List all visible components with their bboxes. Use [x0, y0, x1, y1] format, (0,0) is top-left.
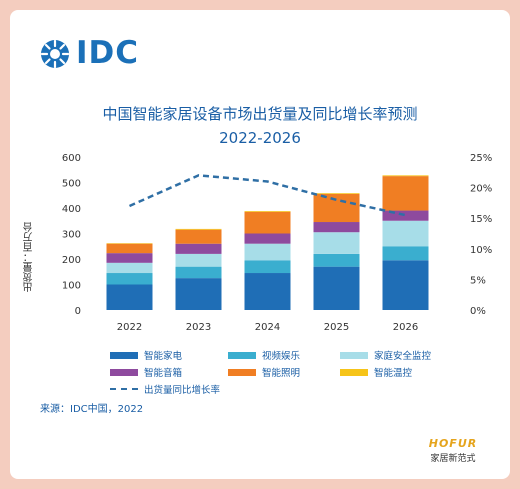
legend-label: 智能家电	[144, 351, 183, 362]
legend-label: 家庭安全监控	[374, 351, 432, 362]
y-tick-label: 0	[75, 306, 81, 317]
y2-tick-label: 10%	[470, 245, 492, 256]
legend-item: 智能家电	[110, 348, 182, 362]
y2-tick-label: 5%	[470, 275, 486, 286]
y-tick-label: 400	[62, 204, 81, 215]
bar-segment	[313, 193, 360, 223]
legend-swatch	[340, 368, 368, 376]
chart-subtitle: 2022-2026	[219, 129, 301, 147]
brand-name: HOFUR	[428, 437, 478, 450]
y2-tick-label: 25%	[470, 153, 492, 164]
growth-rate-line	[128, 174, 406, 217]
chart-title: 中国智能家居设备市场出货量及同比增长率预测	[102, 105, 418, 123]
bar-segment	[313, 193, 360, 194]
y-tick-label: 300	[62, 230, 81, 241]
idc-logo: IDC	[40, 38, 139, 69]
bar-segment	[106, 253, 153, 263]
bar-segment	[106, 243, 153, 254]
chart-card: IDC 中国智能家居设备市场出货量及同比增长率预测 2022-2026 出货量：…	[10, 10, 510, 479]
bar-segment	[244, 273, 291, 310]
x-tick-label: 2022	[117, 322, 142, 333]
x-tick-label: 2023	[186, 322, 211, 333]
idc-globe-icon	[40, 39, 70, 68]
bar-segment	[382, 260, 429, 310]
chart-plot: 0 100 200 300 400 500 600 0% 5% 10% 15% 20% 25% 2022 2…	[62, 153, 492, 333]
source-note: 来源：IDC中国，2022	[40, 404, 144, 415]
bar-segment	[244, 243, 291, 261]
legend-item: 智能照明	[228, 365, 300, 379]
legend-item: 家庭安全监控	[340, 348, 431, 362]
y2-tick-label: 15%	[470, 214, 492, 225]
legend-label: 智能照明	[262, 368, 301, 379]
bar-segment	[382, 175, 429, 177]
legend-label: 智能温控	[374, 368, 413, 379]
legend-swatch	[110, 351, 138, 359]
y2-tick-label: 0%	[470, 306, 486, 317]
bar-segment	[106, 243, 153, 244]
y-tick-label: 200	[62, 255, 81, 266]
bar-segment	[106, 262, 153, 274]
legend-item: 智能温控	[340, 365, 412, 379]
bar-segment	[244, 260, 291, 274]
bar-segment	[382, 210, 429, 221]
bar-segment	[175, 266, 222, 279]
legend-item: 视频娱乐	[228, 348, 300, 362]
bar-segment	[244, 211, 291, 234]
legend-label: 出货量同比增长率	[144, 385, 221, 396]
bar-segment	[106, 284, 153, 310]
brand-logo: HOFUR 家居新范式	[423, 437, 483, 464]
x-tick-label: 2025	[324, 322, 349, 333]
legend-item: 智能音箱	[110, 365, 182, 379]
x-tick-label: 2026	[393, 322, 418, 333]
bar-segment	[175, 278, 222, 310]
bar-segment	[175, 229, 222, 244]
y-tick-label: 600	[62, 153, 81, 164]
legend-label: 智能音箱	[144, 368, 183, 379]
y2-tick-label: 20%	[470, 184, 492, 195]
y-tick-label: 500	[62, 179, 81, 190]
logo-text: IDC	[76, 35, 140, 71]
bar-segment	[175, 228, 222, 230]
x-tick-label: 2024	[255, 322, 280, 333]
legend-line-swatch	[110, 388, 138, 390]
bar-segment	[313, 232, 360, 254]
bar-segment	[382, 246, 429, 261]
bar-segment	[313, 253, 360, 267]
bar-segment	[382, 220, 429, 247]
legend-swatch	[110, 368, 138, 376]
legend-swatch	[340, 351, 368, 359]
legend-label: 视频娱乐	[262, 351, 301, 362]
bar-segment	[244, 211, 291, 212]
bar-segment	[382, 176, 429, 211]
legend-swatch	[228, 368, 256, 376]
bar-segment	[106, 273, 153, 285]
bar-segment	[175, 243, 222, 254]
bar-segment	[313, 222, 360, 233]
bar-segment	[244, 233, 291, 244]
legend-swatch	[228, 351, 256, 359]
bar-segment	[175, 253, 222, 267]
legend-item: 出货量同比增长率	[110, 382, 220, 396]
bar-segment	[313, 266, 360, 310]
y-tick-label: 100	[62, 281, 81, 292]
brand-tagline: 家居新范式	[430, 454, 476, 464]
